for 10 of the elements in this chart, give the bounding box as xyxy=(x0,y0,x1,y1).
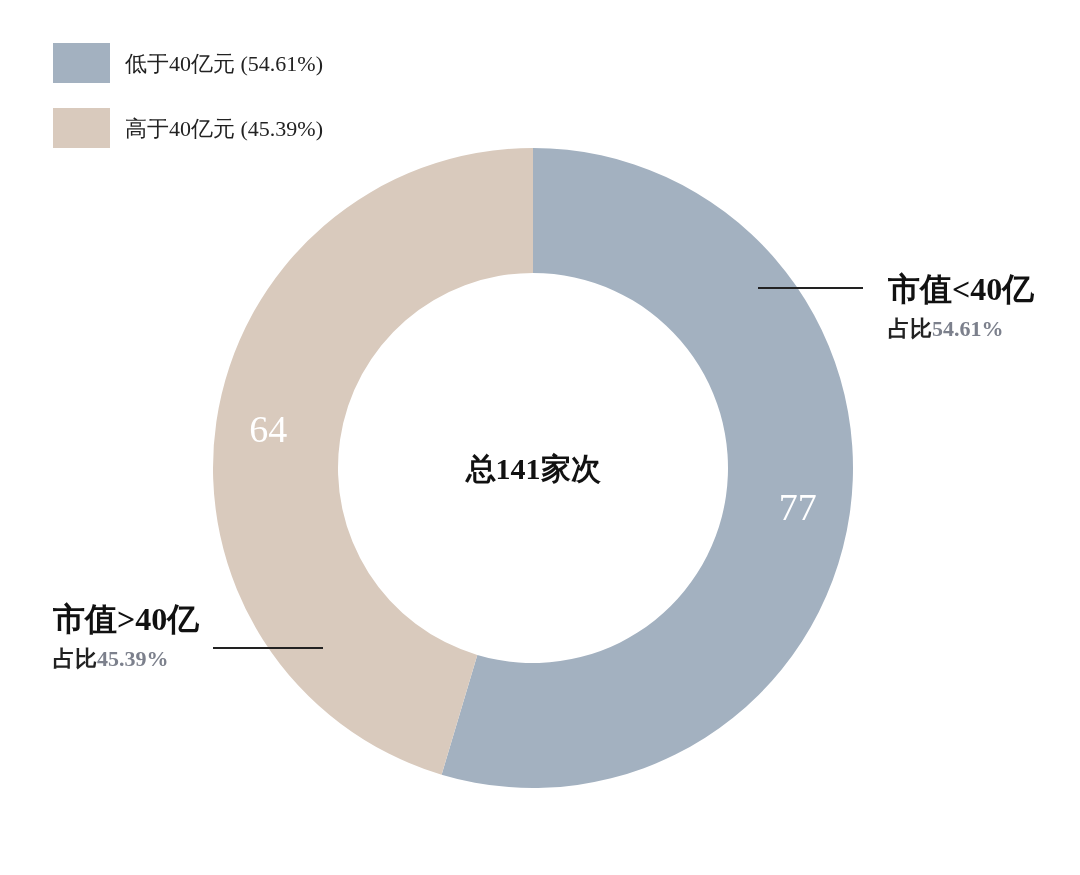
text: 总141家次 xyxy=(464,451,601,485)
text: 占比54.61% xyxy=(888,316,1004,341)
data-label: 64 xyxy=(249,408,288,451)
legend-label: 高于40亿元 (45.39%) xyxy=(125,115,323,141)
legend-label: 低于40亿元 (54.61%) xyxy=(125,50,323,76)
text: 占比45.39% xyxy=(53,646,169,671)
donut-slice xyxy=(441,148,853,788)
text: 市值>40亿 xyxy=(52,601,201,637)
data-label: 77 xyxy=(778,485,817,528)
text: 市值<40亿 xyxy=(887,271,1036,307)
